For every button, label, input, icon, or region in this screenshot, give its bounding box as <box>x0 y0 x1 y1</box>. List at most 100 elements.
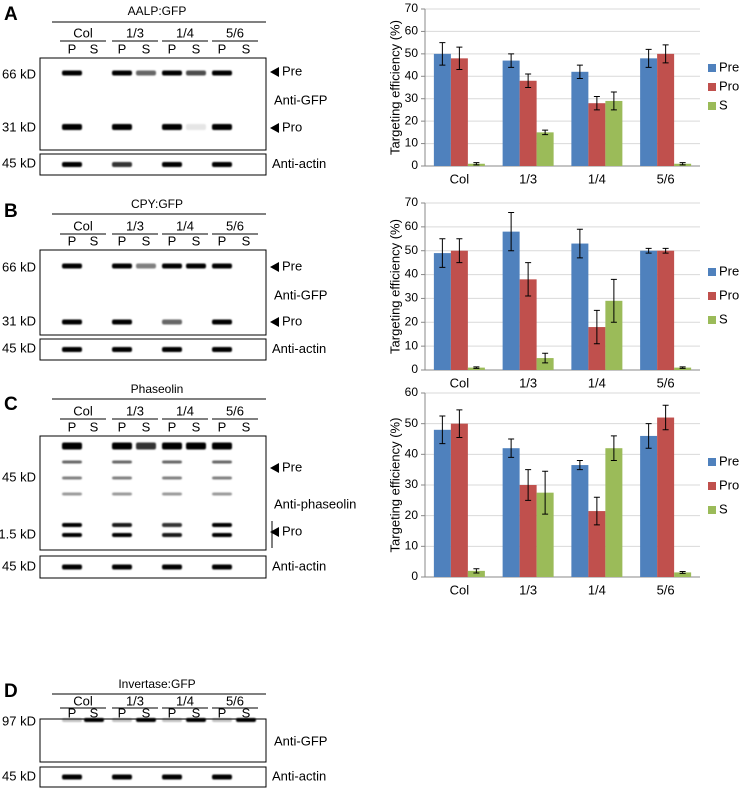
loading-label: Anti-actin <box>272 156 326 171</box>
band <box>112 263 132 269</box>
band <box>62 70 82 76</box>
band <box>212 70 232 76</box>
bar <box>605 100 623 166</box>
y-tick-label: 10 <box>405 338 419 352</box>
arrow-label: Pre <box>282 258 302 273</box>
arrow-label: Pre <box>282 63 302 78</box>
legend-swatch <box>708 268 716 276</box>
band <box>162 319 182 325</box>
y-tick-label: 60 <box>405 219 419 233</box>
lane-label: P <box>68 419 77 434</box>
error-bar <box>610 435 617 461</box>
band <box>112 492 132 496</box>
lane-label: S <box>142 41 151 56</box>
band <box>62 319 82 325</box>
group-label: 1/4 <box>176 25 194 40</box>
bar <box>657 53 675 166</box>
band <box>212 162 232 167</box>
blot-title: Phaseolin <box>131 382 184 396</box>
band <box>62 347 82 352</box>
band <box>212 718 232 722</box>
bar <box>640 435 658 577</box>
band <box>84 718 104 722</box>
bar <box>571 465 589 577</box>
group-label: 5/6 <box>226 218 244 233</box>
marker-label: 45 kD <box>2 469 36 484</box>
marker-label: 31 kD <box>2 313 36 328</box>
bar <box>433 429 451 577</box>
arrow-label: Pre <box>282 459 302 474</box>
band <box>62 460 82 464</box>
lane-label: S <box>90 233 99 248</box>
x-tick-label: 5/6 <box>657 375 675 390</box>
marker-label: 21.5 kD <box>0 526 36 541</box>
legend-label: Pro <box>719 287 739 302</box>
y-tick-label: 60 <box>405 385 419 399</box>
bar <box>502 448 520 577</box>
lane-label: S <box>142 233 151 248</box>
y-tick-label: 30 <box>405 291 419 305</box>
band <box>162 347 182 352</box>
bar <box>588 103 606 166</box>
loading-label: Anti-actin <box>272 768 326 783</box>
band <box>62 564 82 570</box>
band <box>62 533 82 537</box>
x-tick-label: 5/6 <box>657 171 675 186</box>
error-bar <box>456 238 463 264</box>
band <box>62 476 82 480</box>
panel-letter: B <box>4 201 18 222</box>
bar <box>605 300 623 370</box>
y-tick-label: 70 <box>405 1 419 15</box>
band <box>62 263 82 269</box>
band <box>212 774 232 780</box>
y-tick-label: 40 <box>405 267 419 281</box>
error-bar <box>439 238 446 268</box>
band <box>136 442 156 450</box>
group-label: 1/3 <box>126 25 144 40</box>
group-label: Col <box>73 403 93 418</box>
error-bar <box>525 262 532 297</box>
group-label: Col <box>73 218 93 233</box>
legend-swatch <box>708 316 716 324</box>
lane-label: P <box>168 41 177 56</box>
x-tick-label: 5/6 <box>657 582 675 597</box>
y-tick-label: 0 <box>411 569 418 583</box>
legend-swatch <box>708 458 716 466</box>
bar <box>588 327 606 370</box>
error-bar <box>662 44 669 64</box>
error-bar <box>679 162 686 166</box>
error-bar <box>576 228 583 259</box>
legend-swatch <box>708 102 716 110</box>
y-axis-label: Targeting efficiency (%) <box>387 219 402 354</box>
actin-blot <box>39 338 267 361</box>
band <box>136 718 156 722</box>
band <box>162 263 182 269</box>
band <box>186 442 206 450</box>
error-bar <box>645 423 652 449</box>
lane-label: P <box>68 41 77 56</box>
marker-label: 45 kD <box>2 155 36 170</box>
bar <box>657 417 675 577</box>
group-label: Col <box>73 25 93 40</box>
legend-label: Pro <box>719 78 739 93</box>
band <box>212 263 232 269</box>
error-bar <box>456 46 463 71</box>
bar <box>640 250 658 370</box>
lane-label: S <box>192 419 201 434</box>
band <box>62 718 82 722</box>
band <box>112 162 132 167</box>
y-tick-label: 30 <box>405 477 419 491</box>
band <box>112 70 132 76</box>
band <box>162 124 182 130</box>
band <box>212 564 232 570</box>
band <box>112 774 132 780</box>
lane-label: P <box>68 705 77 720</box>
band <box>62 523 82 527</box>
loading-label: Anti-actin <box>272 558 326 573</box>
band <box>162 492 182 496</box>
x-tick-label: 1/3 <box>519 171 537 186</box>
bar <box>588 511 606 577</box>
y-tick-label: 40 <box>405 447 419 461</box>
legend-label: S <box>719 501 728 516</box>
